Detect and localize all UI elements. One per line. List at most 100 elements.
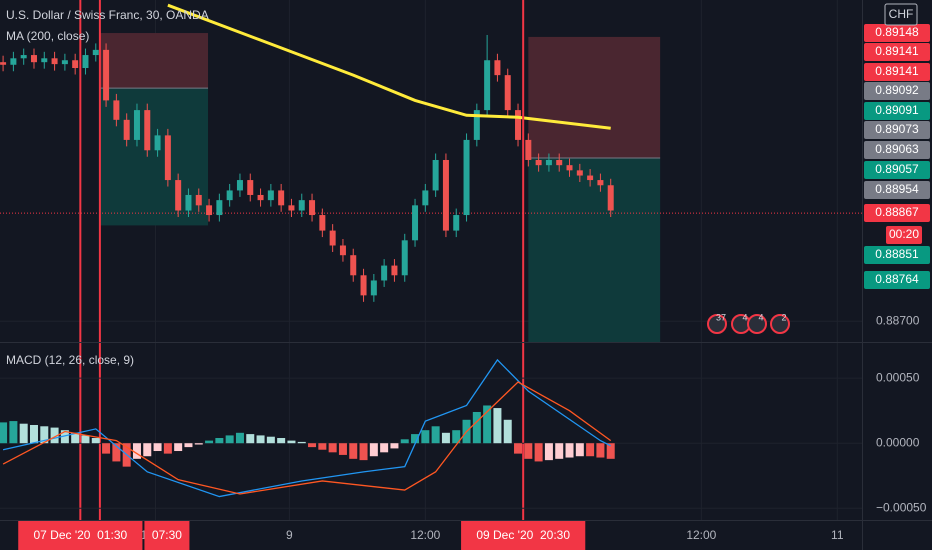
candle-body xyxy=(61,60,68,65)
histogram-bar xyxy=(606,443,615,459)
candle-body xyxy=(381,265,388,281)
y-tick-label: 0.00000 xyxy=(876,435,920,449)
candle-body xyxy=(576,170,583,176)
candle-body xyxy=(123,119,130,140)
event-count: 2 xyxy=(781,312,786,322)
histogram-bar xyxy=(71,432,80,444)
price-tag-label: 0.89141 xyxy=(875,64,919,78)
candle-body xyxy=(556,159,563,166)
histogram-bar xyxy=(452,430,461,444)
candle-body xyxy=(185,194,192,211)
price-tag xyxy=(864,102,930,120)
marker-label-box xyxy=(18,521,143,550)
histogram-bar xyxy=(29,424,38,444)
histogram-bar xyxy=(143,443,152,457)
histogram-bar xyxy=(102,443,111,454)
histogram-bar xyxy=(544,443,553,461)
histogram-bar xyxy=(60,430,69,444)
candle-body xyxy=(226,190,233,201)
candle-body xyxy=(350,255,357,276)
price-tag-label: 0.88764 xyxy=(875,272,919,286)
stop-zone xyxy=(99,33,209,89)
candle-body xyxy=(20,55,27,59)
candle-body xyxy=(535,159,542,166)
candle-body xyxy=(247,180,254,195)
currency: CHF xyxy=(889,7,914,21)
event-count: 37 xyxy=(716,312,726,322)
candle-body xyxy=(298,200,305,211)
histogram-bar xyxy=(586,443,595,457)
candle-body xyxy=(422,190,429,206)
histogram-bar xyxy=(163,443,172,454)
histogram-bar xyxy=(235,432,244,444)
price-tag xyxy=(864,43,930,61)
histogram-bar xyxy=(308,443,317,448)
price-tag xyxy=(864,181,930,199)
histogram-bar xyxy=(266,436,275,444)
candle-body xyxy=(319,215,326,231)
candle-body xyxy=(154,135,161,151)
candle-body xyxy=(0,62,7,65)
marker-label: 07 Dec '20 01:30 xyxy=(33,528,127,542)
price-tag xyxy=(864,246,930,264)
candle-body xyxy=(41,58,48,63)
ma-legend: MA (200, close) xyxy=(6,29,89,43)
candle-body xyxy=(278,190,285,206)
event-count: 4 xyxy=(742,312,747,322)
histogram-bar xyxy=(493,408,502,444)
candle-body xyxy=(401,240,408,276)
target-zone xyxy=(528,158,661,342)
price-tag xyxy=(864,24,930,42)
candle-body xyxy=(566,165,573,171)
candle-body xyxy=(195,194,202,206)
histogram-bar xyxy=(205,440,214,444)
histogram-bar xyxy=(153,443,162,452)
histogram-bar xyxy=(390,443,399,449)
price-tag xyxy=(864,271,930,289)
histogram-bar xyxy=(246,434,255,444)
histogram-bar xyxy=(215,438,224,444)
price-tag xyxy=(864,141,930,159)
price-tag-label: 0.89073 xyxy=(875,122,919,136)
histogram-bar xyxy=(287,440,296,444)
histogram-bar xyxy=(596,443,605,458)
histogram-bar xyxy=(400,439,409,444)
histogram-bar xyxy=(81,435,90,444)
histogram-bar xyxy=(349,443,358,459)
marker-label-box xyxy=(461,521,586,550)
histogram-bar xyxy=(256,435,265,444)
candle-body xyxy=(391,265,398,276)
candle-body xyxy=(525,139,532,160)
price-tag-label: 0.89148 xyxy=(875,25,919,39)
histogram-bar xyxy=(297,441,306,444)
histogram-bar xyxy=(380,443,389,453)
histogram-bar xyxy=(132,443,141,459)
histogram-bar xyxy=(50,427,59,444)
histogram-bar xyxy=(174,443,183,452)
histogram-bar xyxy=(318,443,327,450)
price-tag-label: 0.89092 xyxy=(875,83,919,97)
x-tick-label: 9 xyxy=(286,528,293,542)
candle-body xyxy=(144,110,151,151)
candle-body xyxy=(309,200,316,216)
histogram-bar xyxy=(575,443,584,457)
chart-title: U.S. Dollar / Swiss Franc, 30, OANDA xyxy=(6,8,209,22)
candle-body xyxy=(10,58,17,65)
candle-body xyxy=(515,110,522,140)
price-tag-label: 0.88851 xyxy=(875,247,919,261)
histogram-bar xyxy=(194,443,203,445)
price-tag xyxy=(864,82,930,100)
histogram-bar xyxy=(421,430,430,444)
stop-zone xyxy=(528,36,661,159)
candle-body xyxy=(329,230,336,246)
candle-body xyxy=(236,180,243,191)
candle-body xyxy=(51,58,58,65)
marker-label: 07:30 xyxy=(152,528,182,542)
candle-body xyxy=(267,190,274,201)
currency-box xyxy=(884,3,918,26)
last-price-tag xyxy=(864,204,930,222)
ma-line xyxy=(167,3,611,130)
candle-body xyxy=(453,215,460,231)
histogram-bar xyxy=(225,435,234,444)
